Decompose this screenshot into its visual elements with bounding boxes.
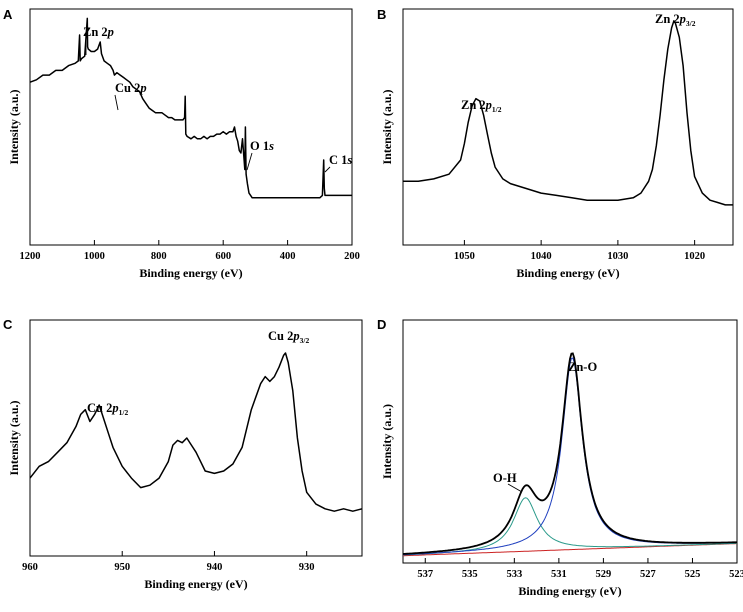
x-tick-label: 523	[729, 569, 743, 580]
x-tick-label: 1040	[531, 251, 552, 262]
x-tick-label: 531	[551, 569, 567, 580]
panel-a-chart: 1200 1000 800 600 400 200 Binding energy (eV) I…	[7, 8, 360, 280]
peak-annotation: Zn 2p	[83, 25, 114, 39]
x-axis-label: Binding energy (eV)	[139, 266, 242, 280]
x-tick-label: 960	[22, 562, 38, 573]
y-axis-label: Intensity (a.u.)	[380, 89, 394, 164]
panel-label-a: A	[3, 7, 13, 22]
annotation-leader	[324, 166, 331, 173]
x-tick-label: 940	[207, 562, 223, 573]
y-axis-label: Intensity (a.u.)	[7, 89, 21, 164]
x-tick-label: 930	[299, 562, 315, 573]
annotation-leader	[246, 152, 253, 171]
x-tick-label: 400	[280, 251, 296, 262]
annotation-leader	[507, 483, 523, 493]
plot-frame-d	[402, 319, 738, 564]
y-axis-label: Intensity (a.u.)	[380, 404, 394, 479]
x-tick-label: 537	[417, 569, 433, 580]
panel-d-chart: 537 535 533 531 529 527 525 523 Binding energy (…	[380, 319, 743, 598]
series-line-zn-o	[402, 357, 737, 556]
peak-annotation: Cu 2p	[115, 81, 147, 95]
series-line-raw	[402, 352, 737, 555]
y-axis-label: Intensity (a.u.)	[7, 400, 21, 475]
x-tick-label: 533	[506, 569, 522, 580]
x-tick-label: 1050	[454, 251, 475, 262]
panel-label-c: C	[3, 317, 13, 332]
series-line-o-h	[402, 497, 738, 556]
annotation-leader	[114, 94, 119, 111]
peak-annotation: O-H	[493, 471, 517, 485]
series-line-b	[403, 20, 733, 206]
panel-c-chart: 960 950 940 930 Binding energy (eV) Intensity…	[7, 319, 363, 591]
x-tick-label: 1000	[84, 251, 105, 262]
x-tick-label: 529	[596, 569, 612, 580]
peak-annotation: C 1s	[329, 153, 352, 167]
peak-annotation: Cu 2p1/2	[87, 401, 128, 417]
x-axis-label: Binding energy (eV)	[144, 577, 247, 591]
x-tick-label: 1200	[20, 251, 41, 262]
panel-label-b: B	[377, 7, 386, 22]
series-line-c	[29, 352, 363, 512]
plot-frame-b	[402, 8, 734, 246]
panel-label-d: D	[377, 317, 386, 332]
panel-b-chart: 1050 1040 1030 1020 Binding energy (eV) Inten…	[380, 8, 734, 280]
series-line-a	[29, 17, 352, 199]
plot-frame-c	[29, 319, 363, 557]
x-tick-label: 527	[640, 569, 656, 580]
x-tick-label: 535	[462, 569, 478, 580]
x-tick-label: 1020	[684, 251, 705, 262]
peak-annotation: Cu 2p3/2	[268, 329, 309, 345]
x-tick-label: 1030	[607, 251, 628, 262]
peak-annotation: Zn 2p3/2	[655, 12, 696, 28]
x-tick-label: 525	[685, 569, 701, 580]
x-tick-label: 950	[114, 562, 130, 573]
x-axis-label: Binding energy (eV)	[516, 266, 619, 280]
x-tick-label: 800	[151, 251, 167, 262]
peak-annotation: Zn 2p1/2	[461, 98, 502, 114]
plot-frame-a	[29, 8, 353, 246]
peak-annotation: O 1s	[250, 139, 274, 153]
x-axis-label: Binding energy (eV)	[518, 584, 621, 598]
peak-annotation: Zn-O	[568, 360, 597, 374]
x-tick-label: 200	[344, 251, 360, 262]
x-tick-label: 600	[215, 251, 231, 262]
